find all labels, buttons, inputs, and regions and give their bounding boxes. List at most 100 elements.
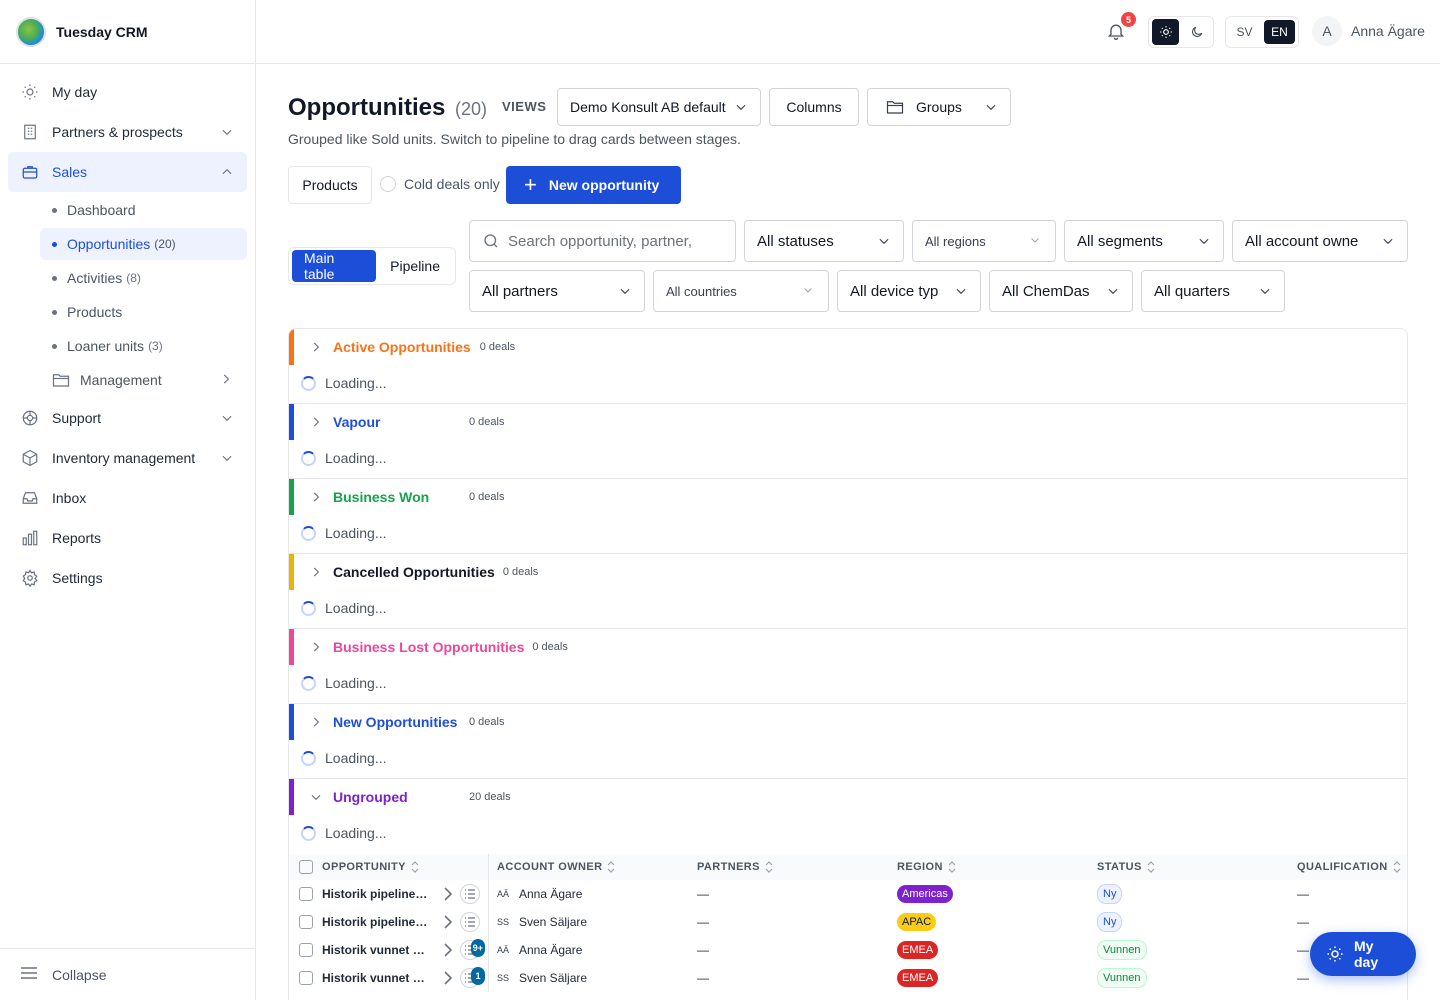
products-button[interactable]: Products bbox=[288, 166, 372, 204]
country-filter[interactable]: All countries bbox=[653, 270, 829, 312]
owner-initials: SS bbox=[497, 917, 510, 927]
column-header-partners[interactable]: PARTNERS bbox=[689, 854, 889, 880]
column-header-qualification[interactable]: QUALIFICATION bbox=[1289, 854, 1407, 880]
sidebar-item-loaner-units[interactable]: Loaner units (3) bbox=[40, 330, 247, 362]
account-owner-filter[interactable]: All account owne bbox=[1232, 220, 1408, 262]
inbox-icon bbox=[20, 488, 40, 508]
chevron-down-icon[interactable] bbox=[219, 450, 235, 466]
column-header-region[interactable]: REGION bbox=[889, 854, 1089, 880]
chevron-right-icon[interactable] bbox=[442, 887, 454, 901]
activity-list-icon[interactable] bbox=[460, 884, 480, 904]
chevron-right-icon[interactable] bbox=[219, 372, 235, 389]
tab-pipeline[interactable]: Pipeline bbox=[390, 258, 440, 274]
chevron-up-icon[interactable] bbox=[219, 164, 235, 180]
table-row[interactable]: Historik pipeline 2... SS Sven Säljare — APA… bbox=[289, 908, 1407, 936]
table-row[interactable]: Historik pipeline 2... AÄ Anna Ägare — Ameri… bbox=[289, 880, 1407, 908]
group-header[interactable]: Cancelled Opportunities 0 deals bbox=[309, 563, 538, 581]
sidebar-item-partners[interactable]: Partners & prospects bbox=[8, 112, 247, 152]
opportunity-name[interactable]: Historik vunnet 20... bbox=[322, 943, 430, 957]
group-header[interactable]: New Opportunities 0 deals bbox=[309, 713, 504, 731]
chevron-right-icon[interactable] bbox=[442, 915, 454, 929]
search-input[interactable] bbox=[508, 232, 718, 250]
opportunity-name[interactable]: Historik pipeline 2... bbox=[322, 915, 430, 929]
collapse-sidebar-button[interactable]: Collapse bbox=[0, 948, 255, 1000]
my-day-fab-button[interactable]: My day bbox=[1310, 932, 1416, 976]
group-name: New Opportunities bbox=[333, 714, 458, 730]
row-checkbox[interactable] bbox=[299, 915, 313, 929]
table-row[interactable]: Historik vunnet 20... 1 SS Sven Säljare — EME… bbox=[289, 964, 1407, 992]
chevron-down-icon[interactable] bbox=[219, 410, 235, 426]
column-header-status[interactable]: STATUS bbox=[1089, 854, 1289, 880]
region-filter[interactable]: All regions bbox=[912, 220, 1056, 262]
activity-count-badge: 9+ bbox=[470, 939, 485, 957]
column-label: QUALIFICATION bbox=[1297, 861, 1388, 873]
row-checkbox[interactable] bbox=[299, 887, 313, 901]
row-checkbox[interactable] bbox=[299, 971, 313, 985]
cold-deals-toggle[interactable]: Cold deals only bbox=[380, 176, 500, 192]
column-header-opportunity[interactable]: OPPORTUNITY bbox=[289, 854, 489, 880]
row-checkbox[interactable] bbox=[299, 943, 313, 957]
columns-button[interactable]: Columns bbox=[769, 88, 859, 126]
sidebar-item-opportunities[interactable]: Opportunities (20) bbox=[40, 228, 247, 260]
sidebar-item-products[interactable]: Products bbox=[40, 296, 247, 328]
group-header[interactable]: Business Lost Opportunities 0 deals bbox=[309, 638, 568, 656]
chevron-down-icon[interactable] bbox=[219, 124, 235, 140]
avatar[interactable]: A bbox=[1312, 16, 1342, 46]
group-header[interactable]: Active Opportunities 0 deals bbox=[309, 338, 515, 356]
opportunity-name[interactable]: Historik vunnet 20... bbox=[322, 971, 430, 985]
group-header[interactable]: Ungrouped 20 deals bbox=[309, 788, 511, 806]
group-header[interactable]: Vapour 0 deals bbox=[309, 413, 504, 431]
dark-mode-button[interactable] bbox=[1183, 19, 1210, 45]
sort-icon bbox=[1146, 861, 1156, 873]
sidebar-item-activities[interactable]: Activities (8) bbox=[40, 262, 247, 294]
cell-qualification: — bbox=[1289, 936, 1407, 964]
notification-count-badge: 5 bbox=[1121, 12, 1136, 27]
sidebar-item-inventory[interactable]: Inventory management bbox=[8, 438, 247, 478]
search-field[interactable] bbox=[469, 220, 736, 262]
sidebar-item-sales[interactable]: Sales bbox=[8, 152, 247, 192]
device-type-filter[interactable]: All device typ bbox=[837, 270, 981, 312]
loading-text: Loading... bbox=[325, 750, 387, 766]
cold-deals-radio[interactable] bbox=[380, 176, 396, 192]
partner-filter[interactable]: All partners bbox=[469, 270, 645, 312]
column-header-account-owner[interactable]: ACCOUNT OWNER bbox=[489, 854, 689, 880]
new-opportunity-button[interactable]: + New opportunity bbox=[506, 166, 681, 204]
group-header[interactable]: Business Won 0 deals bbox=[309, 488, 504, 506]
folder-icon bbox=[886, 99, 904, 115]
group-active-opportunities: Active Opportunities 0 deals Loading... bbox=[289, 329, 1407, 404]
new-opportunity-label: New opportunity bbox=[548, 177, 660, 193]
chevron-right-icon[interactable] bbox=[442, 971, 454, 985]
activity-list-icon[interactable] bbox=[460, 912, 480, 932]
sidebar-item-inbox[interactable]: Inbox bbox=[8, 478, 247, 518]
opportunity-name[interactable]: Historik pipeline 2... bbox=[322, 887, 430, 901]
select-all-checkbox[interactable] bbox=[299, 860, 313, 874]
sidebar-item-settings[interactable]: Settings bbox=[8, 558, 247, 598]
status-filter[interactable]: All statuses bbox=[744, 220, 904, 262]
group-count: 0 deals bbox=[479, 341, 516, 353]
activity-list-icon[interactable]: 9+ bbox=[460, 939, 485, 960]
segment-filter[interactable]: All segments bbox=[1064, 220, 1224, 262]
sidebar-item-management[interactable]: Management bbox=[40, 364, 247, 396]
sidebar-item-my-day[interactable]: My day bbox=[8, 72, 247, 112]
activity-list-icon[interactable]: 1 bbox=[460, 967, 485, 988]
sidebar-item-label: Dashboard bbox=[67, 202, 136, 218]
loading-indicator: Loading... bbox=[301, 825, 387, 841]
view-select[interactable]: Demo Konsult AB default bbox=[557, 88, 761, 126]
quarter-filter[interactable]: All quarters bbox=[1141, 270, 1285, 312]
chevron-right-icon[interactable] bbox=[442, 943, 454, 957]
light-mode-button[interactable] bbox=[1152, 19, 1179, 45]
cell-status: Vunnen bbox=[1089, 936, 1289, 964]
sidebar-item-reports[interactable]: Reports bbox=[8, 518, 247, 558]
table-row[interactable]: Historik vunnet 20... 9+ AÄ Anna Ägare — EMEA… bbox=[289, 936, 1407, 964]
lang-sv-button[interactable]: SV bbox=[1236, 25, 1253, 39]
groups-button[interactable]: Groups bbox=[867, 88, 1011, 126]
lang-en-button[interactable]: EN bbox=[1264, 20, 1295, 44]
chemdas-filter[interactable]: All ChemDas bbox=[989, 270, 1133, 312]
sidebar-item-dashboard[interactable]: Dashboard bbox=[40, 194, 247, 226]
tab-main-table[interactable]: Main table bbox=[292, 250, 377, 282]
chevron-down-icon bbox=[1106, 284, 1120, 298]
brand[interactable]: Tuesday CRM bbox=[0, 0, 255, 64]
user-name[interactable]: Anna Ägare bbox=[1351, 23, 1425, 39]
sidebar-item-support[interactable]: Support bbox=[8, 398, 247, 438]
bell-icon[interactable] bbox=[1106, 20, 1128, 42]
